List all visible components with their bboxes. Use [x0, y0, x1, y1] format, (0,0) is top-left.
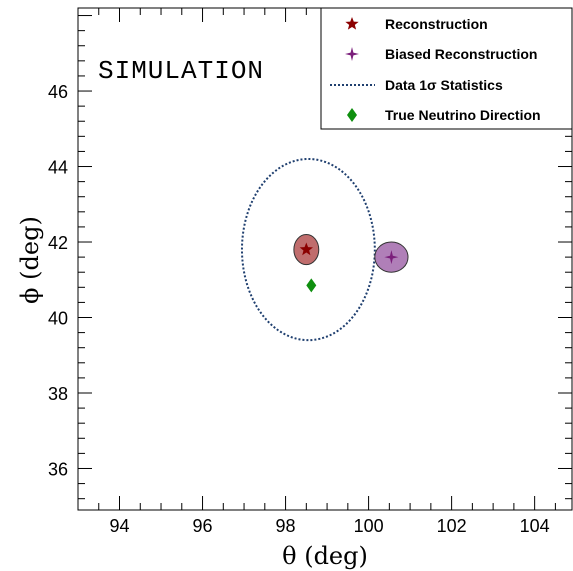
simulation-label: SIMULATION: [98, 56, 264, 86]
x-tick-label: 102: [437, 516, 467, 536]
legend-label: Reconstruction: [385, 16, 488, 32]
y-tick-label: 36: [48, 459, 68, 479]
y-tick-label: 44: [48, 158, 68, 178]
legend-label: True Neutrino Direction: [385, 107, 541, 123]
data-1sigma-ellipse: [240, 157, 376, 342]
x-tick-label: 94: [109, 516, 129, 536]
legend-label: Data 1σ Statistics: [385, 77, 503, 93]
y-tick-label: 38: [48, 384, 68, 404]
y-tick-label: 42: [48, 233, 68, 253]
legend-diamond-icon: [347, 108, 357, 122]
y-axis-title: ϕ (deg): [16, 216, 44, 304]
reconstruction-star-marker: [299, 242, 313, 256]
legend-box: [320, 7, 573, 130]
legend: Reconstruction Biased Reconstruction Data …: [320, 7, 573, 130]
legend-cross-star-icon: [345, 47, 359, 61]
legend-label: Biased Reconstruction: [385, 46, 537, 62]
x-tick-label: 96: [193, 516, 213, 536]
x-tick-label: 100: [354, 516, 384, 536]
y-tick-label: 46: [48, 82, 68, 102]
x-tick-label: 98: [276, 516, 296, 536]
y-tick-label: 40: [48, 309, 68, 329]
true-neutrino-diamond-marker: [306, 278, 317, 293]
axis-tick-labels: 94 96 98 100 102 104 36 38 40 42 44 46: [48, 82, 550, 536]
x-axis-title: θ (deg): [282, 542, 368, 570]
x-tick-label: 104: [520, 516, 550, 536]
legend-star-icon: [345, 17, 359, 30]
chart-marks: [240, 157, 409, 342]
biased-reconstruction-marker: [384, 250, 399, 265]
